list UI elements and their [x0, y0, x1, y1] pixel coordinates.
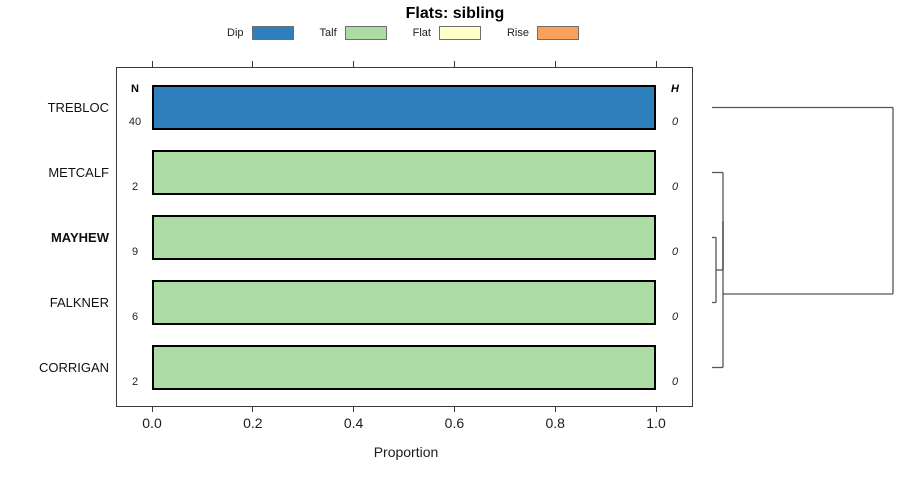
axis-tick-bottom: [252, 405, 254, 412]
row-label-falkner: FALKNER: [49, 294, 109, 310]
n-value: 6: [131, 310, 139, 323]
axis-tick-label: 0.8: [545, 415, 565, 431]
n-value: 40: [128, 115, 142, 128]
axis-tick-label: 0.4: [343, 415, 364, 431]
axis-tick-bottom: [554, 405, 556, 412]
axis-tick-top: [151, 61, 153, 68]
bar-segment-dip: [152, 85, 656, 130]
plot-box: [116, 67, 693, 407]
legend-item-flat: Flat: [413, 26, 481, 40]
row-label-metcalf: METCALF: [48, 164, 109, 180]
axis-tick-bottom: [655, 405, 657, 412]
axis-tick-top: [353, 61, 355, 68]
axis-tick-top: [655, 61, 657, 68]
legend-item-label: Flat: [412, 27, 431, 39]
bar-segment-talf: [152, 345, 656, 390]
bar-segment-talf: [152, 215, 656, 260]
bar-segment-talf: [152, 150, 656, 195]
chart-title: Flats: sibling: [405, 5, 505, 22]
axis-tick-bottom: [353, 405, 355, 412]
axis-tick-label: 0.6: [444, 415, 465, 431]
row-label-trebloc: TREBLOC: [47, 99, 109, 115]
legend-item-label: Talf: [319, 27, 337, 39]
n-value: 2: [131, 375, 139, 388]
axis-tick-top: [554, 61, 556, 68]
bar-segment-talf: [152, 280, 656, 325]
h-value: 0: [671, 310, 679, 323]
legend-swatch-rise: [537, 26, 579, 40]
legend: Dip Talf Flat Rise: [227, 24, 579, 42]
n-column-header: N: [131, 83, 139, 95]
legend-swatch-talf: [344, 26, 387, 40]
axis-tick-label: 0.0: [142, 415, 162, 431]
legend-swatch-dip: [251, 26, 294, 40]
x-axis-label: Proportion: [373, 444, 439, 460]
h-value: 0: [671, 375, 679, 388]
axis-tick-top: [453, 61, 455, 68]
legend-item-dip: Dip: [227, 26, 294, 40]
legend-item-talf: Talf: [320, 26, 387, 40]
legend-item-label: Dip: [227, 27, 244, 39]
n-value: 9: [131, 245, 139, 258]
row-label-corrigan: CORRIGAN: [38, 359, 109, 375]
legend-swatch-flat: [438, 26, 481, 40]
n-value: 2: [131, 180, 139, 193]
h-value: 0: [671, 245, 679, 258]
axis-tick-bottom: [453, 405, 455, 412]
legend-item-rise: Rise: [507, 26, 579, 40]
h-column-header: H: [671, 83, 679, 95]
h-value: 0: [671, 180, 679, 193]
axis-tick-label: 1.0: [646, 415, 666, 431]
axis-tick-label: 0.2: [243, 415, 263, 431]
row-label-mayhew: MAYHEW: [50, 229, 109, 245]
legend-item-label: Rise: [506, 27, 529, 39]
axis-tick-top: [252, 61, 254, 68]
axis-tick-bottom: [151, 405, 153, 412]
h-value: 0: [671, 115, 679, 128]
